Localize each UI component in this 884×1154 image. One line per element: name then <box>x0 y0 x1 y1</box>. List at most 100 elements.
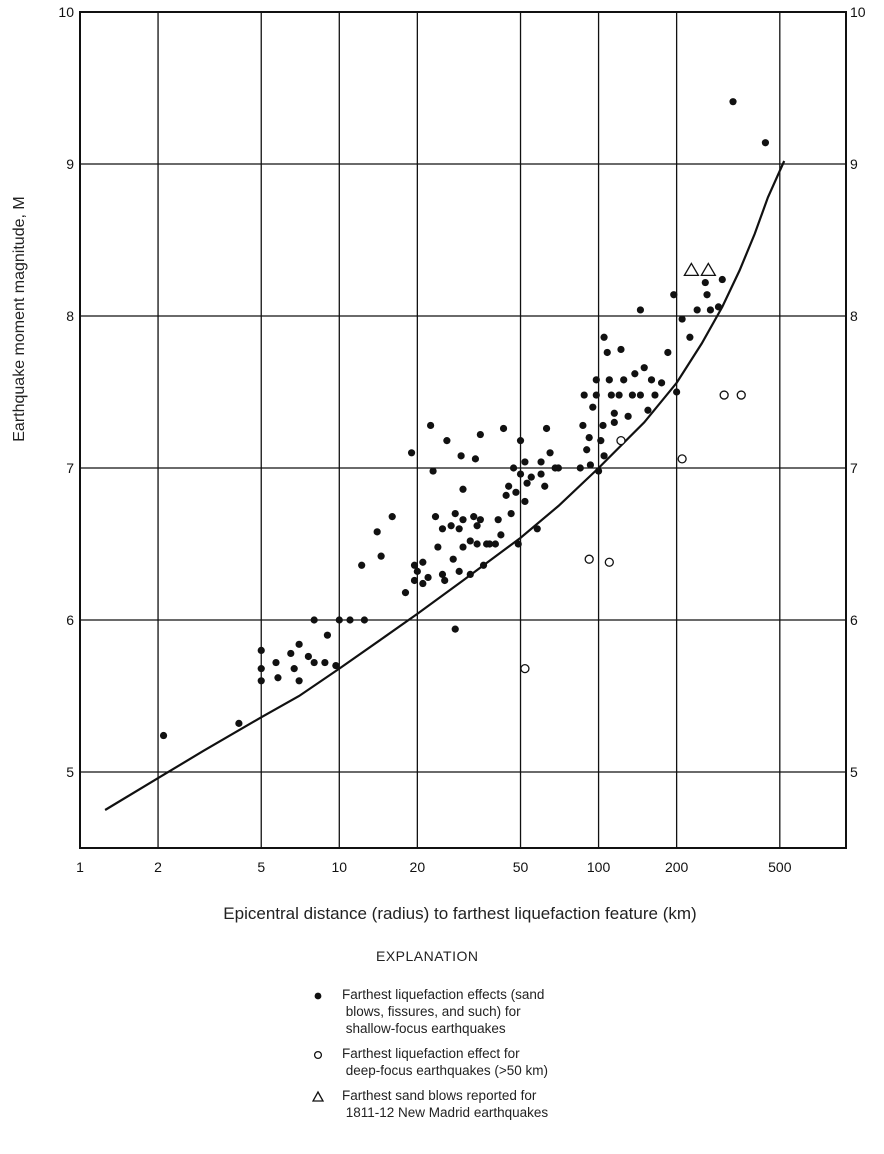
shallow-focus-point <box>451 509 459 518</box>
shallow-focus-point <box>521 497 529 506</box>
shallow-focus-point <box>706 306 715 314</box>
shallow-focus-point <box>527 473 535 481</box>
shallow-focus-point <box>703 291 711 299</box>
new-madrid-point <box>700 262 717 277</box>
y-tick-label-right: 5 <box>850 764 858 780</box>
shallow-focus-point <box>455 567 463 575</box>
shallow-focus-point <box>507 509 515 518</box>
shallow-focus-point <box>605 376 613 384</box>
y-tick-label-left: 6 <box>66 612 74 628</box>
shallow-focus-point <box>512 488 520 496</box>
legend-item-deep: Farthest liquefaction effect for deep-fo… <box>312 1045 632 1079</box>
y-tick-label-right: 8 <box>850 308 858 324</box>
shallow-focus-point <box>427 421 435 430</box>
shallow-focus-point <box>410 561 419 569</box>
shallow-focus-point <box>603 348 611 357</box>
shallow-focus-point <box>159 731 168 740</box>
shallow-focus-point <box>701 278 709 287</box>
shallow-focus-point <box>502 491 510 499</box>
x-tick-label: 10 <box>331 859 347 875</box>
legend-item-label: Farthest liquefaction effect for deep-fo… <box>342 1046 548 1078</box>
shallow-focus-point <box>471 455 480 463</box>
shallow-focus-point <box>509 464 518 472</box>
deep-focus-point <box>719 390 729 400</box>
shallow-focus-point <box>644 406 652 414</box>
bounding-curve <box>104 160 786 811</box>
shallow-focus-point <box>678 315 686 323</box>
shallow-focus-point <box>443 437 451 445</box>
shallow-focus-point <box>459 543 467 551</box>
shallow-focus-point <box>401 589 410 597</box>
shallow-focus-point <box>579 421 587 430</box>
shallow-focus-point <box>718 275 726 284</box>
shallow-focus-point <box>323 631 332 639</box>
y-tick-label-right: 7 <box>850 460 858 476</box>
x-tick-label: 20 <box>410 859 426 875</box>
x-tick-label: 200 <box>665 859 689 875</box>
shallow-focus-point <box>486 540 494 548</box>
shallow-focus-point <box>476 430 484 439</box>
shallow-focus-point <box>491 540 499 548</box>
shallow-focus-point <box>580 391 588 399</box>
shallow-focus-point <box>451 625 459 633</box>
y-tick-label-left: 8 <box>66 308 74 324</box>
shallow-focus-point <box>631 370 639 378</box>
shallow-focus-point <box>360 616 369 624</box>
deep-focus-point <box>584 554 594 564</box>
shallow-focus-point <box>640 364 648 372</box>
scatter-chart: 1 2 5 10 20 50 100 200 500 5 5 6 6 7 7 8 8 9 9 10 10 <box>58 4 866 875</box>
shallow-focus-point <box>505 482 513 490</box>
shallow-focus-point <box>537 470 545 478</box>
shallow-focus-point <box>388 513 396 521</box>
shallow-focus-point <box>599 421 607 430</box>
shallow-focus-point <box>636 391 645 399</box>
shallow-focus-point <box>304 652 312 661</box>
grid-lines <box>79 11 846 848</box>
shallow-focus-point <box>585 434 593 442</box>
deep-focus-point <box>604 557 614 567</box>
shallow-focus-point <box>459 485 467 493</box>
shallow-focus-point <box>670 291 678 299</box>
open-triangle-icon <box>312 1090 325 1102</box>
shallow-focus-point <box>274 674 282 682</box>
shallow-focus-point <box>466 537 474 545</box>
shallow-focus-point <box>257 677 265 685</box>
shallow-focus-point <box>537 458 545 466</box>
shallow-focus-point <box>419 558 427 566</box>
y-tick-label-left: 5 <box>66 764 74 780</box>
shallow-focus-point <box>335 616 343 624</box>
shallow-focus-point <box>290 665 298 673</box>
shallow-focus-point <box>438 570 447 579</box>
shallow-focus-point <box>497 531 505 539</box>
legend-item-label: Farthest liquefaction effects (sand blow… <box>342 987 545 1036</box>
shallow-focus-point <box>473 522 481 530</box>
shallow-focus-point <box>600 452 608 460</box>
shallow-focus-point <box>620 376 628 384</box>
plot-frame <box>79 11 847 849</box>
y-tick-label-left: 9 <box>66 156 74 172</box>
shallow-focus-point <box>729 98 737 106</box>
deep-focus-point <box>616 435 626 446</box>
shallow-focus-point <box>476 516 484 524</box>
shallow-focus-point <box>358 561 366 569</box>
shallow-focus-point <box>447 522 455 530</box>
shallow-focus-point <box>615 391 623 399</box>
shallow-focus-point <box>466 570 474 579</box>
open-circle-icon <box>313 1050 323 1060</box>
y-tick-label-right: 10 <box>850 4 866 20</box>
shallow-focus-point <box>499 424 508 433</box>
shallow-focus-point <box>651 391 659 399</box>
shallow-focus-point <box>455 525 463 533</box>
shallow-focus-point <box>295 640 303 648</box>
shallow-focus-point <box>514 540 522 548</box>
shallow-focus-point <box>523 479 531 487</box>
deep-focus-point <box>520 663 530 674</box>
y-axis-label: Earthquake moment magnitude, M <box>11 196 28 442</box>
shallow-focus-point <box>470 513 478 521</box>
shallow-focus-point <box>419 579 427 588</box>
deep-focus-point <box>736 390 746 400</box>
shallow-focus-point <box>516 437 525 445</box>
shallow-focus-point <box>516 470 525 478</box>
shallow-focus-point <box>594 467 603 475</box>
shallow-focus-point <box>332 662 340 670</box>
